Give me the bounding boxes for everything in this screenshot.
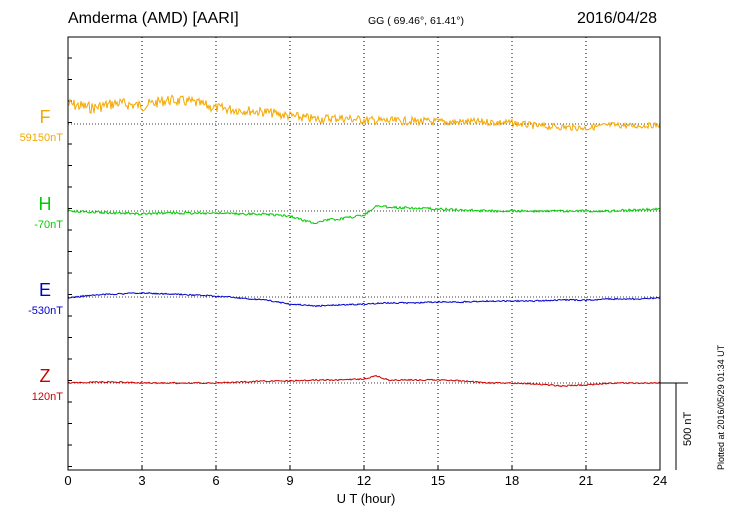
x-tick-label: 12 <box>357 473 371 488</box>
x-tick-label: 21 <box>579 473 593 488</box>
series-f-trace <box>67 94 661 132</box>
series-z-name: Z <box>40 366 51 386</box>
series-f-baseline-label: 59150nT <box>20 132 64 144</box>
series-z-trace <box>67 374 660 388</box>
series-e-trace <box>67 292 660 308</box>
x-tick-label: 0 <box>64 473 71 488</box>
plotted-timestamp: Plotted at 2016/05/29 01:34 UT <box>716 344 726 470</box>
x-tick-label: 24 <box>653 473 667 488</box>
x-axis-ticks: 0 3 6 9 12 15 18 21 24 <box>64 465 667 488</box>
series-z-baseline-label: 120nT <box>32 391 63 403</box>
series-e-name: E <box>39 280 51 300</box>
scale-bar-label: 500 nT <box>682 411 694 446</box>
date-label: 2016/04/28 <box>577 10 658 27</box>
series-e-baseline-label: -530nT <box>28 305 63 317</box>
x-tick-label: 18 <box>505 473 519 488</box>
series-h-baseline-label: -70nT <box>34 219 63 231</box>
station-title: Amderma (AMD) [AARI] <box>68 10 239 27</box>
x-tick-label: 15 <box>431 473 445 488</box>
series-h-trace <box>67 204 661 225</box>
component-labels: F 59150nT H -70nT E -530nT Z 120nT <box>20 107 64 403</box>
x-axis-label: U T (hour) <box>337 491 396 506</box>
grid-lines <box>68 37 587 470</box>
series-h-name: H <box>39 194 52 214</box>
x-tick-label: 9 <box>286 473 293 488</box>
x-tick-label: 3 <box>138 473 145 488</box>
series-layer <box>67 94 661 388</box>
series-f-name: F <box>40 107 51 127</box>
geographic-coordinates: GG ( 69.46°, 61.41°) <box>368 15 464 27</box>
scale-bar: 500 nT <box>660 382 694 470</box>
x-tick-label: 6 <box>212 473 219 488</box>
